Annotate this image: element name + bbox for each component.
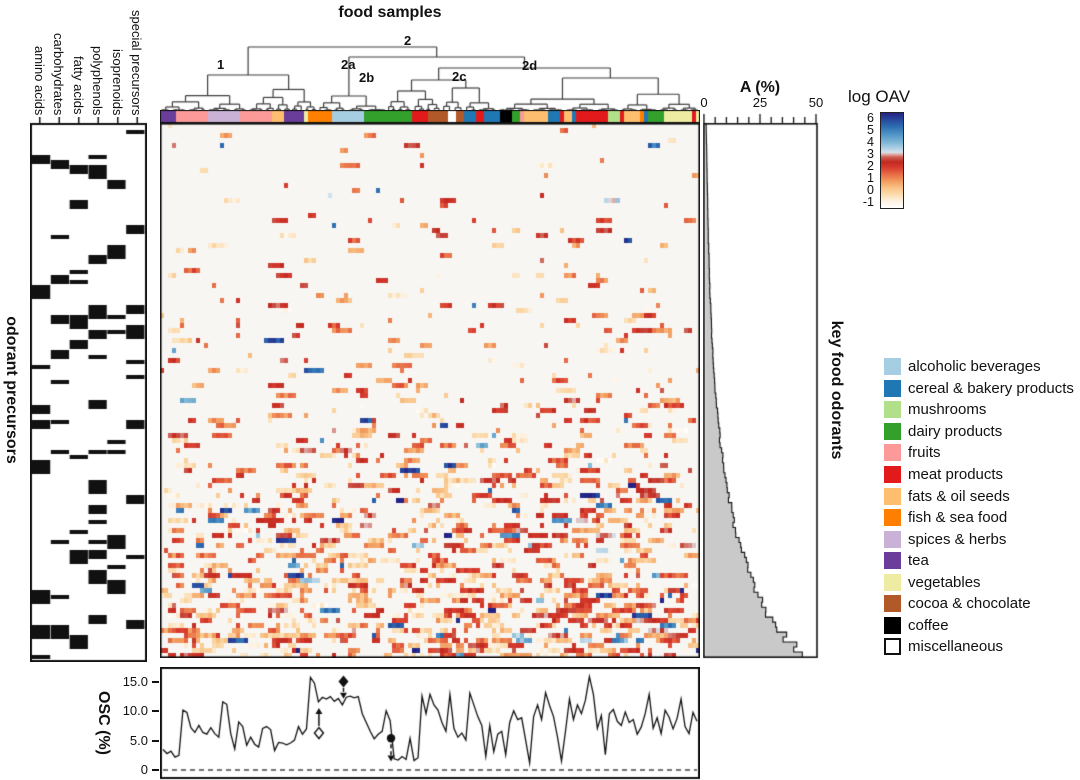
abundance-tick-25: 25 <box>752 95 768 110</box>
osc-tick-5.0: 5.0 <box>129 732 148 748</box>
legend-label-veg: vegetables <box>908 573 981 591</box>
oav-tick-3: 3 <box>867 146 874 161</box>
oav-tick-6: 6 <box>867 110 874 125</box>
legend-label-coc: cocoa & chocolate <box>908 595 1031 613</box>
legend-label-mea: meat products <box>908 466 1004 483</box>
legend-label-mus: mushrooms <box>908 401 987 419</box>
legend-label-fis: fish & sea food <box>908 509 1008 527</box>
legend-item-alc: alcoholic beverages <box>884 356 1074 378</box>
legend-item-fru: fruits <box>884 442 1074 464</box>
oav-colorbar <box>880 112 904 209</box>
legend-label-spi: spices & herbs <box>908 530 1007 548</box>
cluster-label-1: 1 <box>217 57 225 72</box>
abundance-tick-0: 0 <box>700 95 708 110</box>
food-category-strip <box>160 110 700 123</box>
right-axis-label: key food odorants <box>828 320 845 460</box>
legend-label-tea: tea <box>908 552 929 570</box>
legend-item-mea: meat products <box>884 464 1074 486</box>
oav-tick-4: 4 <box>867 134 874 149</box>
legend-label-cer: cereal & bakery products <box>908 379 1074 397</box>
osc-tick-10.0: 10.0 <box>122 703 148 719</box>
legend-swatch-coc <box>884 595 901 613</box>
oav-tick--1: -1 <box>862 194 874 209</box>
legend-item-dai: dairy products <box>884 421 1074 443</box>
legend-swatch-veg <box>884 573 901 591</box>
legend-swatch-mis <box>884 638 901 656</box>
osc-tick-0: 0 <box>140 762 148 777</box>
column-dendrogram-title: food samples <box>338 4 442 21</box>
osc-axis-label: OSC (%) <box>95 691 112 755</box>
osc-tick-mark-5.0 <box>152 739 159 742</box>
column-dendrogram <box>160 26 700 110</box>
osc-line-plot <box>160 667 700 780</box>
legend-item-mus: mushrooms <box>884 399 1074 421</box>
colorbar-title: log OAV <box>848 87 911 106</box>
cluster-label-2b: 2b <box>359 70 375 85</box>
abundance-area-plot <box>703 112 819 660</box>
oav-tick-1: 1 <box>867 170 874 185</box>
legend-swatch-mus <box>884 401 901 419</box>
legend-swatch-fru <box>884 444 901 462</box>
cluster-label-2d: 2d <box>522 58 538 73</box>
legend-label-fat: fats & oil seeds <box>908 487 1010 505</box>
precursor-column-label: fatty acids <box>71 56 86 115</box>
legend-item-spi: spices & herbs <box>884 528 1074 550</box>
precursor-column-label: carbohydrates <box>51 32 66 115</box>
legend-label-fru: fruits <box>908 444 941 462</box>
legend-item-fis: fish & sea food <box>884 507 1074 529</box>
abundance-tick-50: 50 <box>808 95 824 110</box>
legend-swatch-cer <box>884 379 901 397</box>
oav-tick-2: 2 <box>867 158 874 173</box>
precursor-column-label: special precursors <box>129 9 144 116</box>
osc-tick-mark-15.0 <box>152 680 159 683</box>
legend-item-cer: cereal & bakery products <box>884 378 1074 400</box>
legend-label-dai: dairy products <box>908 422 1003 440</box>
osc-tick-15.0: 15.0 <box>122 673 148 689</box>
left-axis-label: odorant precursors <box>3 316 20 464</box>
legend-item-cof: coffee <box>884 615 1074 637</box>
legend-swatch-spi <box>884 530 901 548</box>
cluster-label-2: 2 <box>404 33 412 48</box>
abundance-axis-title: A (%) <box>739 79 781 96</box>
legend-item-fat: fats & oil seeds <box>884 485 1074 507</box>
legend-swatch-dai <box>884 422 901 440</box>
legend-swatch-mea <box>884 466 901 483</box>
precursor-column-label: isoprenoids <box>110 48 125 116</box>
legend-swatch-tea <box>884 552 901 570</box>
legend-swatch-cof <box>884 616 901 634</box>
legend-item-mis: miscellaneous <box>884 636 1074 658</box>
legend-label-mis: miscellaneous <box>908 638 1004 656</box>
precursor-column-label: polyphenols <box>90 45 105 115</box>
precursor-column-label: amino acids <box>32 45 47 115</box>
legend-label-alc: alcoholic beverages <box>908 358 1041 376</box>
cluster-label-2c: 2c <box>452 69 467 84</box>
legend-item-tea: tea <box>884 550 1074 572</box>
legend-label-cof: coffee <box>908 616 949 634</box>
legend-swatch-fat <box>884 487 901 505</box>
precursor-binary-matrix <box>30 117 147 662</box>
osc-tick-mark-10.0 <box>152 710 159 713</box>
legend-item-coc: cocoa & chocolate <box>884 593 1074 615</box>
legend-item-veg: vegetables <box>884 571 1074 593</box>
legend-swatch-alc <box>884 358 901 376</box>
cluster-label-2a: 2a <box>341 57 356 72</box>
oav-heatmap <box>160 123 700 658</box>
oav-tick-0: 0 <box>867 182 874 197</box>
food-category-legend: alcoholic beverages cereal & bakery produ… <box>884 356 1074 658</box>
oav-tick-5: 5 <box>867 122 874 137</box>
osc-tick-mark-0 <box>152 769 159 771</box>
legend-swatch-fis <box>884 509 901 527</box>
